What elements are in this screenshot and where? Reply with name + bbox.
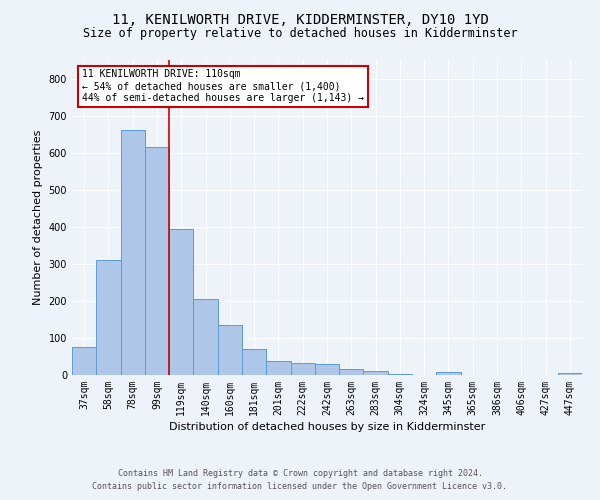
- Text: Contains HM Land Registry data © Crown copyright and database right 2024.: Contains HM Land Registry data © Crown c…: [118, 468, 482, 477]
- Bar: [218, 325, 242, 375]
- Bar: [193, 299, 218, 375]
- Bar: [290, 363, 315, 375]
- Text: Contains public sector information licensed under the Open Government Licence v3: Contains public sector information licen…: [92, 482, 508, 491]
- Bar: [242, 349, 266, 375]
- Bar: [364, 370, 388, 375]
- Text: 11 KENILWORTH DRIVE: 110sqm
← 54% of detached houses are smaller (1,400)
44% of : 11 KENILWORTH DRIVE: 110sqm ← 54% of det…: [82, 70, 364, 102]
- Text: 11, KENILWORTH DRIVE, KIDDERMINSTER, DY10 1YD: 11, KENILWORTH DRIVE, KIDDERMINSTER, DY1…: [112, 12, 488, 26]
- Bar: [145, 147, 169, 375]
- Bar: [315, 364, 339, 375]
- Bar: [266, 361, 290, 375]
- Text: Size of property relative to detached houses in Kidderminster: Size of property relative to detached ho…: [83, 28, 517, 40]
- Bar: [72, 347, 96, 375]
- Bar: [436, 372, 461, 375]
- Bar: [388, 374, 412, 375]
- Bar: [339, 368, 364, 375]
- Bar: [558, 373, 582, 375]
- Bar: [121, 130, 145, 375]
- X-axis label: Distribution of detached houses by size in Kidderminster: Distribution of detached houses by size …: [169, 422, 485, 432]
- Y-axis label: Number of detached properties: Number of detached properties: [33, 130, 43, 305]
- Bar: [169, 228, 193, 375]
- Bar: [96, 260, 121, 375]
